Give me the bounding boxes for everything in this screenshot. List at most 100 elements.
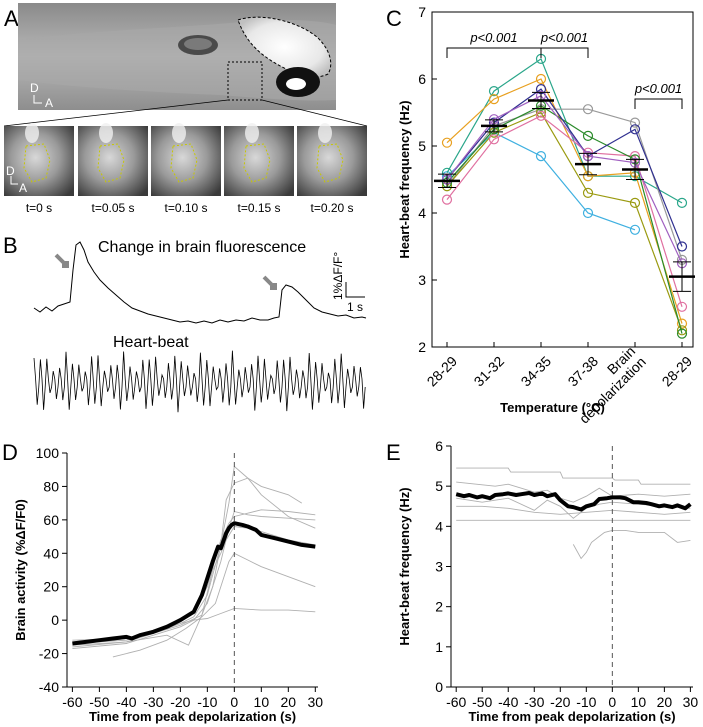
x-tick-label: -10 — [576, 694, 596, 710]
depolarization-arrow — [262, 275, 277, 290]
individual-trace — [112, 552, 316, 658]
frame-2: t=0.10 s — [151, 123, 221, 215]
y-tick-label: 1 — [435, 639, 443, 655]
panel-b-label: B — [3, 233, 18, 258]
x-tick-label: 10 — [254, 694, 270, 710]
p-value-label: p<0.001 — [634, 81, 682, 96]
y-tick-label: 100 — [36, 445, 60, 461]
data-point — [676, 318, 688, 329]
y-tick-label: 40 — [43, 545, 59, 561]
series-line — [446, 78, 683, 324]
series-line — [446, 131, 636, 231]
frame-strip: t=0 s t=0.05 s t=0.10 s t=0.15 s t=0.20 s DA — [4, 123, 367, 215]
data-point — [676, 328, 688, 339]
data-point — [535, 151, 547, 162]
y-tick-label: 60 — [43, 512, 59, 528]
dorsal-label: D — [6, 164, 15, 178]
data-point — [676, 241, 688, 252]
x-tick-label: -50 — [89, 694, 109, 710]
mean-errorbar — [481, 119, 507, 133]
mean-errorbar — [528, 91, 554, 109]
data-point — [488, 134, 500, 145]
frame-time-label: t=0.10 s — [164, 201, 207, 215]
panel-c-label: C — [386, 6, 402, 31]
data-point — [676, 325, 688, 336]
x-tick-line: 28-29 — [659, 353, 696, 390]
data-point — [629, 117, 641, 128]
individual-trace — [572, 529, 691, 560]
p-value-label: p<0.001 — [540, 30, 588, 45]
y-tick-label: 6 — [418, 71, 426, 87]
y-tick-label: -20 — [39, 646, 59, 662]
svg-text:A: A — [45, 96, 53, 110]
data-point — [582, 130, 594, 141]
x-tick-label: 28-29 — [659, 353, 696, 390]
x-tick-label: -20 — [170, 694, 190, 710]
scale-bar: 1%ΔF/F° 1 s — [331, 252, 365, 314]
data-point — [676, 301, 688, 312]
x-axis-label: Time from peak depolarization (s) — [89, 709, 296, 724]
x-tick-line: 28-29 — [424, 353, 461, 390]
x-tick-label: 34-35 — [518, 353, 555, 390]
y-tick-label: 2 — [418, 339, 426, 355]
x-tick-line: 31-32 — [471, 353, 508, 390]
y-tick-label: -40 — [39, 679, 59, 695]
frame-image — [297, 126, 367, 196]
p-value-label: p<0.001 — [469, 30, 517, 45]
frame-highlight — [245, 123, 259, 143]
panel-a: A D A t=0 s t=0.05 s t=0.10 s t=0.15 s t=0.2… — [3, 3, 368, 215]
y-tick-label: 80 — [43, 478, 59, 494]
x-tick-label: 28-29 — [424, 353, 461, 390]
individual-trace — [72, 477, 303, 644]
heart-beat-trace — [33, 350, 366, 413]
mean-trace — [455, 491, 692, 512]
mean-errorbar — [575, 152, 601, 176]
orientation-marker: D A — [30, 81, 53, 110]
orientation-axis — [10, 176, 18, 185]
x-tick-label: 0 — [608, 694, 616, 710]
y-tick-label: 4 — [418, 205, 426, 221]
heart-beat-title: Heart-beat — [113, 334, 189, 351]
y-axis-label: Heart-beat frequency (Hz) — [397, 487, 412, 645]
y-tick-label: 4 — [435, 518, 443, 534]
x-tick-label: -40 — [116, 694, 136, 710]
panel-e-label: E — [386, 440, 401, 465]
frame-image — [151, 126, 221, 196]
x-tick-label: -60 — [62, 694, 82, 710]
series-line — [446, 105, 683, 334]
brain-outline — [237, 16, 332, 78]
mean-errorbar — [434, 173, 460, 189]
x-tick-label: 0 — [230, 694, 238, 710]
frame-highlight — [25, 123, 39, 143]
individual-trace — [72, 526, 316, 648]
individual-trace — [72, 465, 316, 646]
data-point — [629, 224, 641, 235]
frame-highlight — [99, 123, 113, 143]
data-point — [676, 197, 688, 208]
significance-bracket — [446, 47, 542, 58]
panel-d-chart: -40 -20 0 20 40 60 80 100 -60 -50 -40 -30 -20 -10 0 10 2… — [13, 445, 323, 724]
y-tick-label: 3 — [418, 272, 426, 288]
panel-e-chart: 0 1 2 3 4 5 6 -60 -50 -40 -30 -20 -10 0 10 20 30 Heart-be… — [397, 438, 698, 724]
individual-trace — [72, 510, 316, 650]
zebrafish-image: D A — [18, 3, 336, 110]
individual-trace — [72, 509, 316, 641]
data-point — [441, 137, 453, 148]
individual-trace — [456, 505, 691, 515]
mean-errorbar — [669, 261, 695, 292]
frame-time-label: t=0.15 s — [237, 201, 280, 215]
x-tick-line: 37-38 — [565, 353, 602, 390]
significance-bracket — [540, 47, 589, 58]
heart-outline — [170, 143, 198, 183]
individual-trace — [456, 467, 691, 485]
y-tick-label: 5 — [418, 138, 426, 154]
heart-beat-line — [33, 350, 366, 413]
y-tick-label: 0 — [51, 612, 59, 628]
x-tick-label: -10 — [197, 694, 217, 710]
frame-highlight — [318, 123, 332, 143]
svg-text:D: D — [30, 81, 39, 95]
heart-roi-box — [227, 61, 263, 101]
y-axis-label: Heart-beat frequency (Hz) — [397, 100, 412, 258]
